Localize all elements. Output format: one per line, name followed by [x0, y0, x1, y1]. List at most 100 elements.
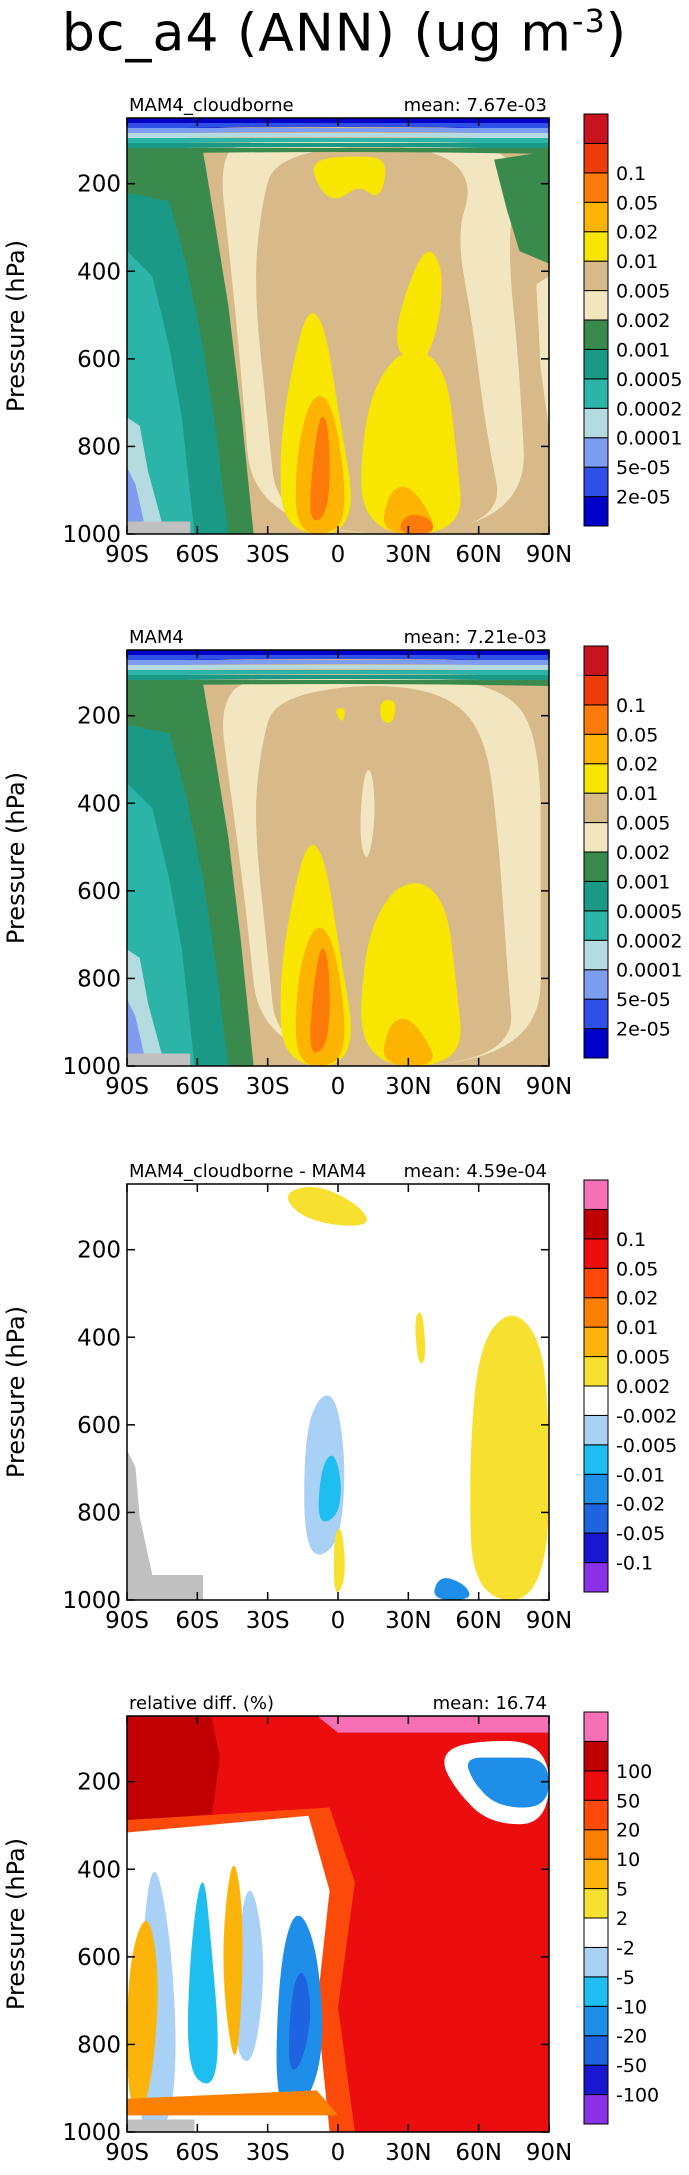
colorbar-swatch: [583, 466, 609, 498]
colorbar-label: 0.02: [616, 222, 658, 244]
colorbar-swatch: [583, 1976, 609, 2007]
band-0.05-core: [310, 948, 330, 1053]
y-tick-label: 400: [77, 1857, 121, 1883]
colorbar-swatch: [583, 1385, 609, 1416]
colorbar-swatch: [583, 290, 609, 321]
rel-neg-e: [288, 1972, 311, 2070]
colorbar-swatch: [583, 1858, 609, 1890]
colorbar-label: 2e-05: [616, 1019, 671, 1041]
colorbar-swatch: [583, 319, 609, 350]
colorbar-swatch: [583, 1028, 609, 1059]
colorbar-label: 0.1: [616, 163, 646, 185]
y-tick-label: 600: [77, 347, 121, 373]
x-tick-label: 90N: [526, 1608, 572, 1634]
panel-label: relative diff. (%): [129, 1693, 274, 1714]
colorbar-label: 0.0002: [616, 398, 682, 420]
colorbar-label: -10: [616, 1996, 647, 2018]
colorbar-label: -0.05: [616, 1523, 665, 1545]
colorbar: 2e-05 5e-05 0.0001 0.0002 0.0005 0.001 0.002 0.…: [583, 113, 682, 527]
x-tick-label: 0: [331, 2140, 346, 2166]
colorbar-label: -2: [616, 1937, 635, 1959]
strat-band-2: [127, 128, 549, 134]
strat-band-4: [127, 670, 549, 676]
land-mask: [127, 1450, 203, 1600]
x-tick-label: 30N: [385, 2140, 431, 2166]
diff-pos-upper: [287, 1186, 367, 1226]
band-0.01-spot-b: [380, 699, 396, 724]
colorbar-swatch: [583, 1503, 609, 1534]
x-tick-label: 90N: [526, 2140, 572, 2166]
panel-4: relative diff. (%) mean: 16.74 90S 60S 30S 0 3…: [2, 1693, 659, 2166]
rel-neg-nh: [467, 1757, 549, 1808]
mean-label: mean: 7.21e-03: [404, 627, 547, 648]
colorbar-swatch: [583, 822, 609, 853]
colorbar-label: 5e-05: [616, 457, 671, 479]
colorbar-swatch: [583, 969, 609, 1000]
colorbar-swatch: [583, 704, 609, 735]
colorbar-label: -0.002: [616, 1405, 677, 1427]
y-tick-label: 200: [77, 172, 121, 198]
y-tick-label: 600: [77, 1945, 121, 1971]
y-tick-label: 1000: [62, 1588, 121, 1614]
diff-neg-surface: [434, 1578, 470, 1600]
colorbar-label: 0.02: [616, 754, 658, 776]
colorbar-label: 0.0001: [616, 428, 682, 450]
y-tick-label: 1000: [62, 522, 121, 548]
colorbar-swatch: [583, 880, 609, 912]
y-tick-label: 400: [77, 259, 121, 285]
colorbar-label: 20: [616, 1820, 640, 1842]
colorbar-label: 0.005: [616, 281, 670, 303]
band-0.05-core: [310, 416, 330, 521]
land-mask: [127, 2119, 195, 2132]
colorbar-swatch: [583, 348, 609, 380]
x-tick-label: 60N: [455, 1074, 501, 1100]
colorbar: 2e-05 5e-05 0.0001 0.0002 0.0005 0.001 0.002 0.…: [583, 645, 682, 1059]
y-axis-label: Pressure (hPa): [2, 240, 30, 412]
colorbar-swatch: [583, 1267, 609, 1299]
colorbar-swatch: [583, 1799, 609, 1831]
strat-band-3: [127, 665, 549, 671]
diff-pos-nh: [470, 1315, 549, 1600]
band-0.01-mid: [397, 251, 442, 361]
band-0.002-column: [360, 770, 375, 858]
contour-field: [127, 1716, 549, 2132]
colorbar-swatch: [583, 1562, 609, 1593]
colorbar-label: 2: [616, 1908, 628, 1930]
colorbar-label: 0.01: [616, 1317, 658, 1339]
colorbar-label: 100: [616, 1761, 652, 1783]
colorbar-swatch: [583, 1740, 609, 1772]
colorbar-swatch: [583, 1917, 609, 1948]
colorbar-label: -0.02: [616, 1494, 665, 1516]
diff-pos-thin: [415, 1312, 426, 1364]
diff-pos-surface: [333, 1528, 345, 1593]
y-tick-label: 400: [77, 791, 121, 817]
colorbar-swatch: [583, 1888, 609, 1919]
y-tick-label: 200: [77, 1238, 121, 1264]
y-tick-label: 600: [77, 879, 121, 905]
colorbar-swatch: [583, 407, 609, 439]
colorbar-label: -100: [616, 2085, 659, 2107]
rel-dark-red-sh: [127, 1716, 220, 1820]
colorbar-label: 0.01: [616, 783, 658, 805]
band-left-4: [127, 999, 144, 1054]
y-axis-label: Pressure (hPa): [2, 1306, 30, 1478]
strat-band-6: [127, 148, 549, 154]
colorbar: -100 -50 -20 -10 -5 -2 2 5 10 20 50 100: [583, 1711, 659, 2125]
figure-title-close: ): [605, 3, 628, 64]
colorbar-swatch: [583, 674, 609, 706]
x-tick-label: 60N: [455, 2140, 501, 2166]
colorbar-label: -50: [616, 2055, 647, 2077]
strat-band-3: [127, 133, 549, 139]
strat-band-2: [127, 660, 549, 666]
colorbar-swatch: [583, 437, 609, 468]
contour-field: [127, 650, 549, 1066]
colorbar-swatch: [583, 1297, 609, 1328]
y-tick-label: 600: [77, 1413, 121, 1439]
panel-2: MAM4 mean: 7.21e-03 90S 60S 30S 0 30N 60N 90N 200…: [2, 627, 682, 1100]
y-tick-label: 1000: [62, 2120, 121, 2146]
colorbar-swatch: [583, 1179, 609, 1210]
colorbar-label: 10: [616, 1849, 640, 1871]
colorbar-swatch: [583, 1238, 609, 1269]
x-tick-label: 30S: [246, 2140, 290, 2166]
colorbar-swatch: [583, 142, 609, 174]
